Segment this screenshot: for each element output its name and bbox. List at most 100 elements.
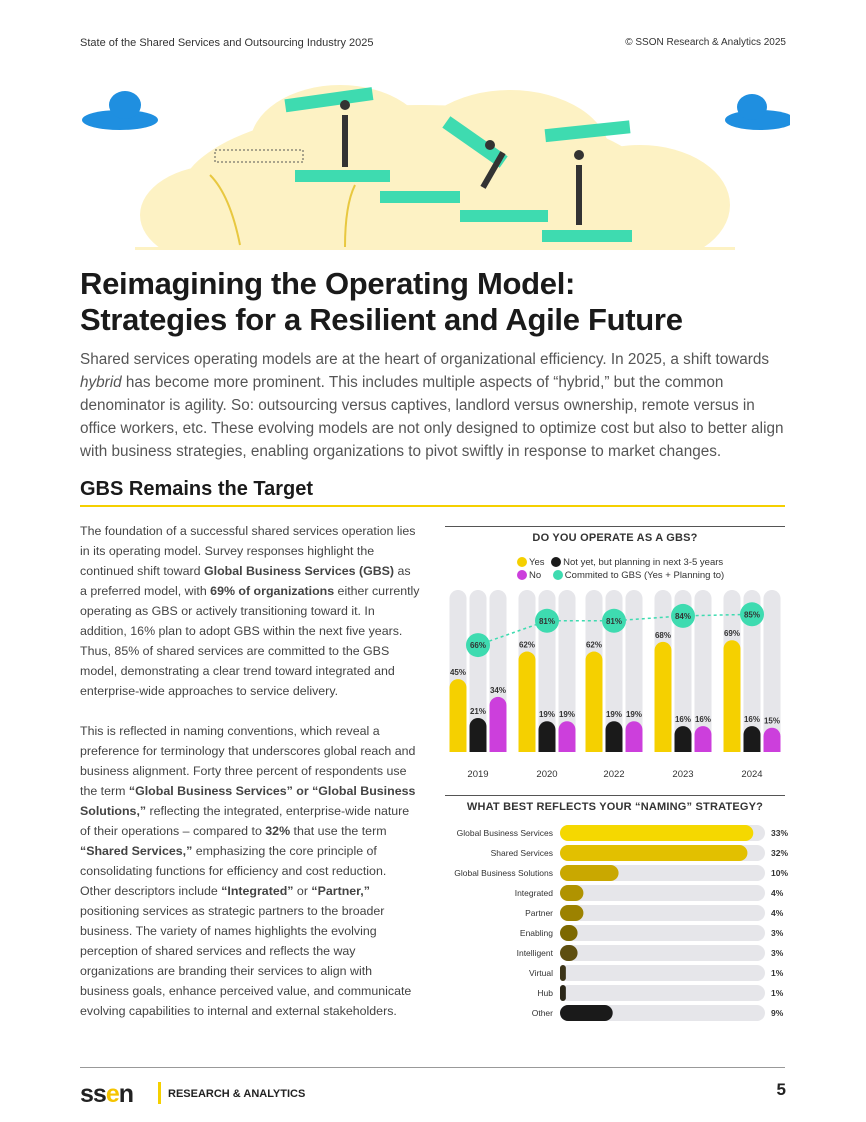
- section-title: GBS Remains the Target: [80, 478, 314, 500]
- intro-emphasis: hybrid: [80, 374, 122, 391]
- committed-point: [466, 633, 490, 658]
- bar-value-label: 15%: [764, 717, 780, 726]
- bar-track: [763, 590, 781, 752]
- committed-value-label: 84%: [675, 612, 691, 621]
- bar-hub: [560, 985, 566, 1001]
- bar-value-label: 68%: [655, 631, 671, 640]
- page-title: Reimagining the Operating Model: Strategi…: [80, 266, 683, 338]
- legend-label: Commited to GBS (Yes + Planning to): [564, 570, 725, 581]
- bar-value-label: 19%: [539, 710, 555, 719]
- bar-track: [694, 590, 712, 752]
- bar-no-2023: [694, 726, 712, 752]
- bar-global-business-solutions: [560, 865, 619, 881]
- bar-yes-2024: [723, 640, 741, 752]
- legend-swatch-planning: [551, 557, 562, 568]
- paragraph-2: This is reflected in naming conventions,…: [80, 724, 416, 1018]
- bar-yes-2022: [585, 651, 603, 752]
- running-header: State of the Shared Services and Outsour…: [80, 37, 374, 49]
- paragraph-1: The foundation of a successful shared se…: [80, 524, 420, 698]
- category-label: Enabling: [520, 928, 553, 938]
- bar-yes-2023: [654, 641, 672, 752]
- bar-value-label: 16%: [675, 715, 691, 724]
- legend-swatch-no: [517, 570, 527, 581]
- x-tick-label: 2024: [741, 769, 762, 780]
- naming-chart-title: WHAT BEST REFLECTS YOUR “NAMING” STRATEG…: [466, 801, 764, 813]
- bar-yes-2020: [518, 651, 536, 752]
- bar-yes-2019: [449, 679, 467, 752]
- bar-virtual: [560, 965, 566, 981]
- legend-label: Yes: [529, 557, 545, 568]
- bar-shared-services: [560, 845, 748, 861]
- bar-value-label: 10%: [771, 868, 788, 878]
- bar-value-label: 19%: [606, 710, 622, 719]
- x-tick-label: 2020: [536, 769, 557, 780]
- category-label: Integrated: [515, 888, 554, 898]
- bar-value-label: 19%: [626, 710, 642, 719]
- bar-value-label: 33%: [771, 828, 788, 838]
- intro-text: has become more prominent. This includes…: [80, 374, 784, 460]
- bar-track: [558, 590, 576, 752]
- intro-paragraph: Shared services operating models are at …: [80, 348, 790, 463]
- bar-track: [560, 985, 765, 1001]
- footer-brand: RESEARCH & ANALYTICS: [168, 1088, 306, 1100]
- bar-enabling: [560, 925, 578, 941]
- bar-global-business-services: [560, 825, 754, 841]
- committed-value-label: 81%: [539, 617, 555, 626]
- bar-value-label: 4%: [771, 888, 784, 898]
- category-label: Other: [532, 1008, 553, 1018]
- bar-track: [560, 945, 765, 961]
- committed-value-label: 66%: [470, 641, 486, 650]
- bar-value-label: 19%: [559, 710, 575, 719]
- bar-value-label: 34%: [490, 686, 506, 695]
- category-label: Global Business Solutions: [454, 868, 553, 878]
- copyright: © SSON Research & Analytics 2025: [625, 37, 786, 48]
- category-label: Virtual: [529, 968, 553, 978]
- footer-rule: [80, 1067, 785, 1068]
- cloud-icon: [82, 91, 790, 130]
- committed-point: [740, 602, 764, 627]
- legend-label: Not yet, but planning in next 3-5 years: [563, 557, 724, 568]
- bar-value-label: 69%: [724, 629, 740, 638]
- committed-value-label: 81%: [606, 617, 622, 626]
- bar-other: [560, 1005, 613, 1021]
- page-number: 5: [776, 1080, 786, 1099]
- bar-not-2023: [674, 726, 692, 752]
- bar-value-label: 45%: [450, 668, 466, 677]
- legend-swatch-committed: [552, 570, 563, 581]
- x-tick-label: 2019: [467, 769, 488, 780]
- bar-track: [560, 905, 765, 921]
- sson-logo: ssen: [80, 1080, 134, 1108]
- bar-track: [560, 965, 765, 981]
- committed-point: [671, 603, 695, 628]
- bar-value-label: 16%: [695, 715, 711, 724]
- bar-value-label: 62%: [519, 641, 535, 650]
- bar-no-2024: [763, 727, 781, 752]
- legend-swatch-yes: [517, 557, 527, 568]
- naming-bar-chart: Global Business Services 33% Shared Servic…: [454, 825, 788, 1021]
- x-tick-label: 2022: [603, 769, 624, 780]
- bar-intelligent: [560, 945, 578, 961]
- category-label: Partner: [525, 908, 553, 918]
- gbs-bar-chart: 45% 21% 34% 2019 62% 19% 19% 2020 62% 19% 19% 2022 6…: [449, 590, 781, 780]
- bar-no-2019: [489, 696, 507, 752]
- bar-value-label: 1%: [771, 988, 784, 998]
- committed-value-label: 85%: [744, 610, 760, 619]
- bar-value-label: 9%: [771, 1008, 784, 1018]
- hero-illustration: [82, 85, 790, 250]
- bar-track: [743, 590, 761, 752]
- bar-no-2020: [558, 721, 576, 752]
- bar-track: [560, 925, 765, 941]
- bar-not-2024: [743, 726, 761, 752]
- bar-track: [625, 590, 643, 752]
- section-divider: [80, 505, 785, 507]
- logo-divider: [158, 1082, 161, 1104]
- gbs-chart-legend: Yes Not yet, but planning in next 3-5 ye…: [517, 556, 724, 582]
- bar-track: [560, 885, 765, 901]
- bar-value-label: 16%: [744, 715, 760, 724]
- bar-value-label: 32%: [771, 848, 788, 858]
- bar-value-label: 21%: [470, 707, 486, 716]
- bar-track: [469, 590, 487, 752]
- category-label: Hub: [537, 988, 553, 998]
- category-label: Global Business Services: [457, 828, 553, 838]
